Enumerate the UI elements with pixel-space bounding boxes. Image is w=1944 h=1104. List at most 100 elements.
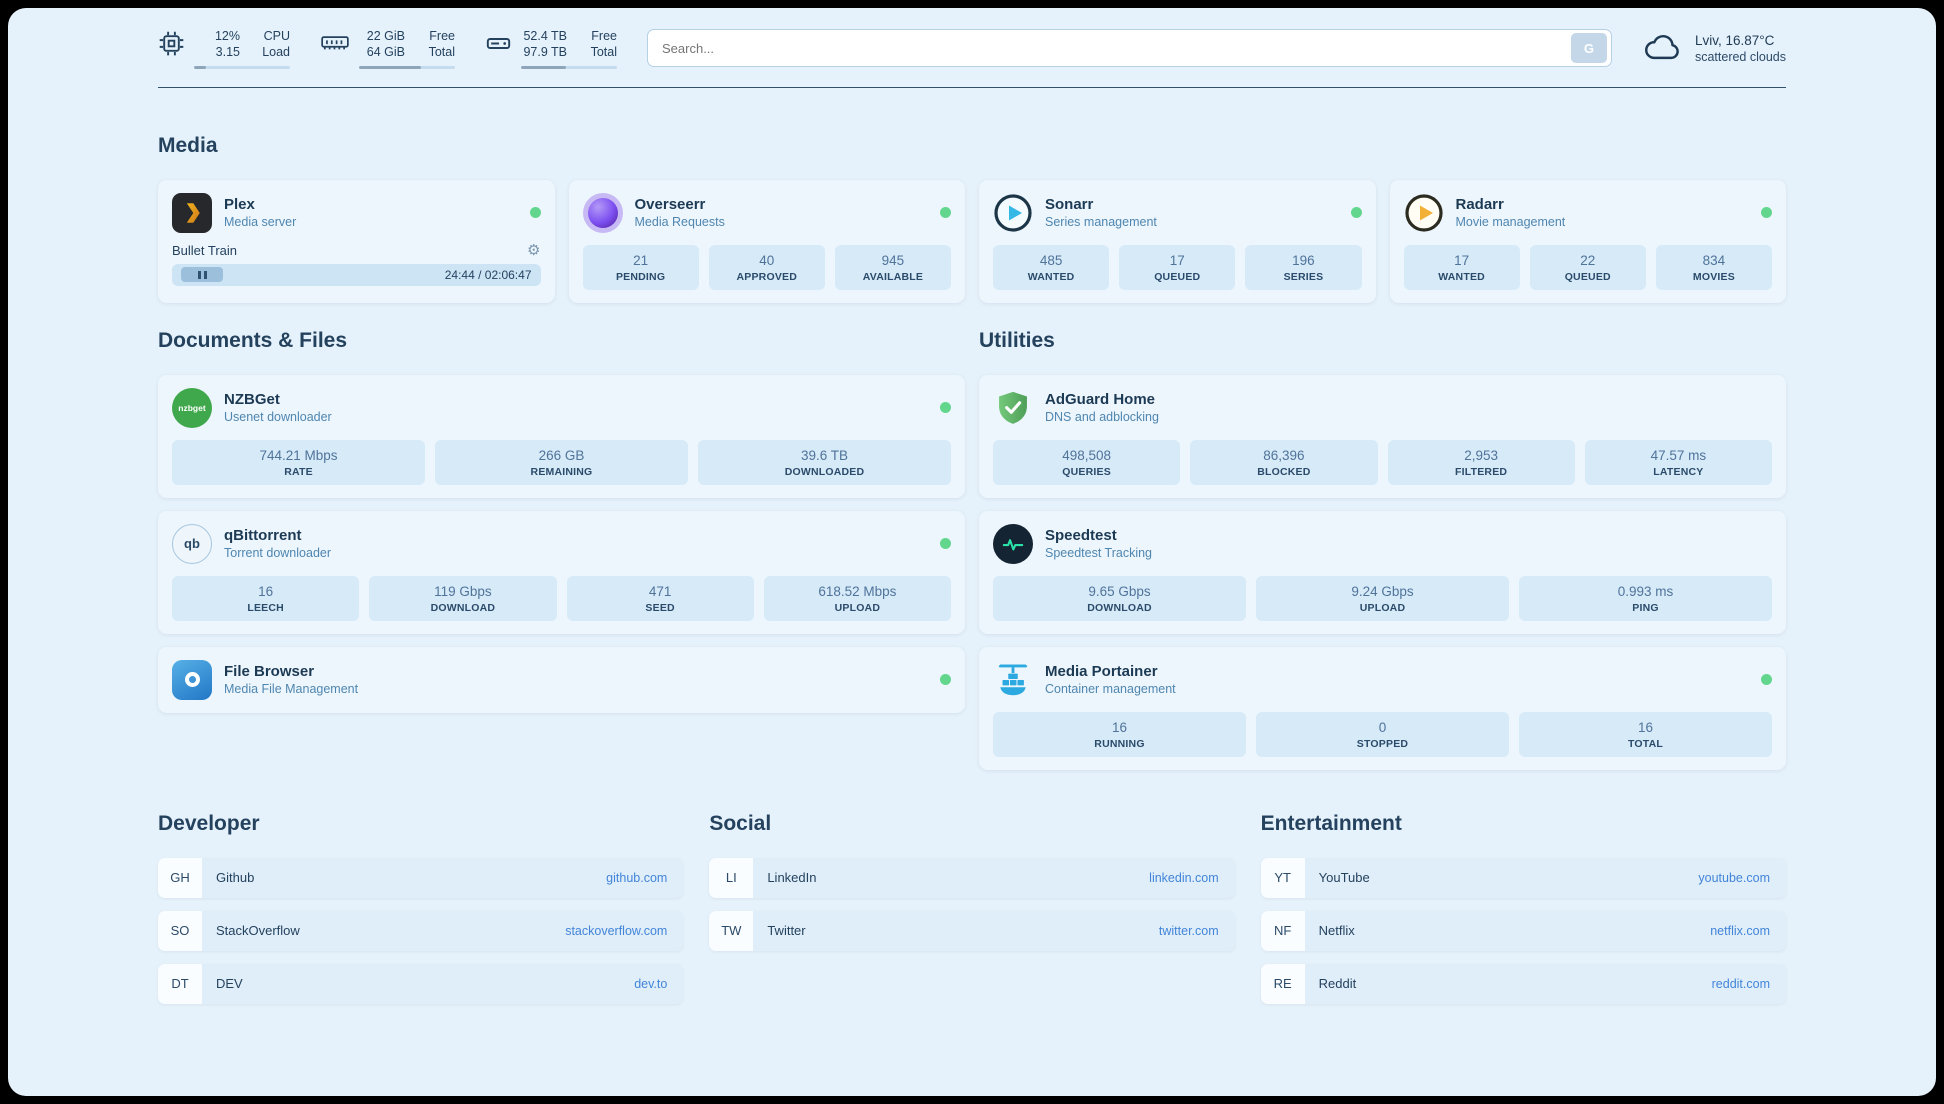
portainer-link[interactable]: Media Portainer Container management [993, 660, 1772, 700]
app-name: Overseerr [634, 196, 706, 213]
bookmark-youtube[interactable]: YT YouTube youtube.com [1260, 857, 1786, 898]
stat-movies: 834 MOVIES [1655, 244, 1773, 290]
documents-section-title: Documents & Files [158, 328, 348, 352]
portainer-card: Media Portainer Container management 16 … [979, 646, 1786, 770]
app-name: NZBGet [224, 391, 280, 408]
media-section-title: Media [158, 133, 218, 157]
bookmark-abbr: LI [709, 857, 754, 898]
search-provider-button[interactable]: G [1570, 33, 1607, 64]
app-subtitle: DNS and adblocking [1045, 410, 1159, 424]
plex-icon [172, 192, 212, 233]
stat-downloaded: 39.6 TB DOWNLOADED [698, 439, 951, 485]
harddrive-icon [485, 30, 512, 57]
cpu-load: 3.15 [215, 45, 240, 60]
bookmark-netflix[interactable]: NF Netflix netflix.com [1260, 910, 1786, 951]
app-name: Sonarr [1045, 196, 1094, 213]
pause-icon[interactable] [181, 267, 223, 282]
search-input[interactable] [662, 40, 1571, 56]
status-online-dot [1350, 207, 1362, 218]
plex-now-playing: Bullet Train ⚙ 24:44 / 02:06:47 [172, 243, 541, 286]
nzbget-icon: nzbget [172, 387, 212, 428]
stat-upload: 618.52 Mbps UPLOAD [763, 575, 951, 621]
bookmark-name: Reddit [1318, 976, 1357, 991]
weather-condition: scattered clouds [1694, 49, 1786, 64]
cpu-widget: 12% CPU 3.15 Load [158, 28, 290, 69]
memory-free: 22 GiB [366, 29, 405, 43]
app-subtitle: Torrent downloader [224, 546, 332, 560]
sonarr-link[interactable]: Sonarr Series management [993, 193, 1362, 233]
radarr-link[interactable]: Radarr Movie management [1404, 193, 1772, 233]
plex-link[interactable]: Plex Media server [172, 192, 541, 233]
bookmark-name: YouTube [1318, 870, 1370, 885]
app-name: Media Portainer [1045, 663, 1158, 680]
playback-progress-bar[interactable]: 24:44 / 02:06:47 [172, 263, 541, 286]
bookmark-twitter[interactable]: TW Twitter twitter.com [709, 910, 1235, 951]
media-section: Media Plex Media server [158, 134, 1786, 303]
bookmark-github[interactable]: GH Github github.com [158, 857, 684, 898]
app-name: Speedtest [1045, 527, 1117, 544]
status-online-dot [940, 538, 951, 549]
qbittorrent-link[interactable]: qb qBittorrent Torrent downloader [172, 523, 951, 564]
disk-progress-bar [521, 65, 617, 69]
bookmark-url: linkedin.com [1149, 870, 1219, 885]
stat-seed: 471 SEED [566, 575, 754, 621]
bookmark-name: LinkedIn [767, 870, 817, 885]
filebrowser-icon [172, 659, 212, 700]
stat-upload: 9.24 Gbps UPLOAD [1256, 575, 1509, 621]
app-name: Radarr [1455, 196, 1504, 213]
bookmark-name: Netflix [1318, 923, 1355, 938]
stat-wanted: 485 WANTED [993, 244, 1110, 290]
stat-ping: 0.993 ms PING [1519, 575, 1772, 621]
stat-download: 9.65 Gbps DOWNLOAD [993, 575, 1246, 621]
stat-latency: 47.57 ms LATENCY [1584, 439, 1772, 485]
overseerr-link[interactable]: Overseerr Media Requests [582, 192, 951, 233]
disk-free: 52.4 TB [523, 29, 567, 43]
bookmark-url: netflix.com [1710, 923, 1770, 938]
stat-blocked: 86,396 BLOCKED [1190, 439, 1378, 485]
status-online-dot [940, 402, 951, 413]
app-name: AdGuard Home [1045, 391, 1156, 408]
utilities-section: Utilities AdGuard Home DNS and adblockin… [979, 329, 1786, 770]
speedtest-link[interactable]: Speedtest Speedtest Tracking [993, 523, 1772, 564]
filebrowser-link[interactable]: File Browser Media File Management [172, 659, 951, 700]
adguard-link[interactable]: AdGuard Home DNS and adblocking [993, 388, 1772, 428]
stat-available: 945 AVAILABLE [834, 244, 952, 290]
bookmark-abbr: SO [158, 910, 202, 951]
bookmark-abbr: NF [1260, 910, 1305, 951]
stat-approved: 40 APPROVED [708, 244, 825, 290]
sonarr-card: Sonarr Series management 485 WANTED 17 Q… [979, 179, 1376, 303]
nzbget-link[interactable]: nzbget NZBGet Usenet downloader [172, 387, 951, 428]
bookmark-linkedin[interactable]: LI LinkedIn linkedin.com [709, 857, 1235, 898]
status-online-dot [940, 207, 951, 218]
portainer-crane-icon [993, 660, 1033, 700]
bookmark-url: reddit.com [1711, 976, 1770, 991]
app-name: Plex [224, 196, 255, 213]
bookmark-abbr: GH [158, 857, 202, 898]
app-name: File Browser [224, 663, 315, 680]
adguard-card: AdGuard Home DNS and adblocking 498,508 … [979, 374, 1786, 498]
now-playing-title: Bullet Train [172, 242, 238, 258]
stat-queries: 498,508 QUERIES [993, 439, 1181, 485]
topbar-divider [158, 86, 1786, 88]
stat-rate: 744.21 Mbps RATE [172, 439, 425, 485]
speedtest-card: Speedtest Speedtest Tracking 9.65 Gbps D… [979, 510, 1786, 634]
bookmark-reddit[interactable]: RE Reddit reddit.com [1260, 963, 1786, 1004]
memory-label-top: Free [429, 29, 455, 43]
stat-remaining: 266 GB REMAINING [435, 439, 688, 485]
gear-icon[interactable]: ⚙ [527, 241, 541, 259]
playback-time: 24:44 / 02:06:47 [444, 267, 532, 282]
bookmark-abbr: TW [709, 910, 754, 951]
disk-widget: 52.4 TB Free 97.9 TB Total [485, 28, 617, 69]
speedtest-pulse-icon [993, 523, 1033, 564]
stat-pending: 21 PENDING [582, 244, 699, 290]
bookmark-url: github.com [606, 870, 668, 885]
cpu-percent: 12% [214, 29, 240, 43]
bookmark-dev[interactable]: DT DEV dev.to [158, 963, 684, 1004]
filebrowser-card: File Browser Media File Management [158, 646, 965, 713]
nzbget-card: nzbget NZBGet Usenet downloader 744.21 M… [158, 374, 965, 498]
bookmark-abbr: YT [1260, 857, 1305, 898]
app-name: qBittorrent [224, 527, 302, 544]
memory-progress-bar [359, 65, 455, 69]
stat-running: 16 RUNNING [993, 711, 1246, 757]
bookmark-stackoverflow[interactable]: SO StackOverflow stackoverflow.com [158, 910, 684, 951]
